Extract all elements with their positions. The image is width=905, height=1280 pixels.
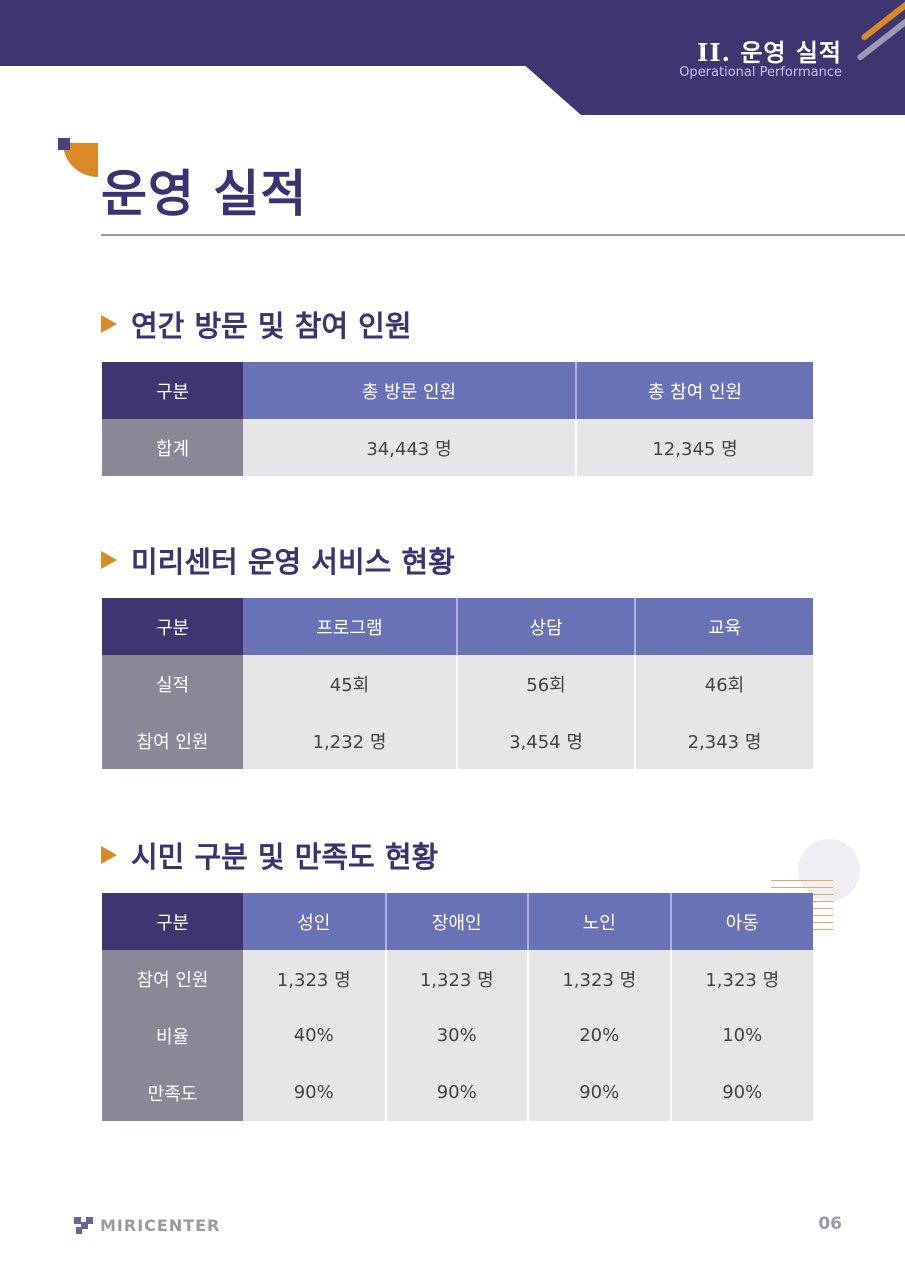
table-cell: 2,343 명 <box>635 712 813 769</box>
table-cell: 40% <box>243 1007 387 1064</box>
table-cell: 3,454 명 <box>457 712 636 769</box>
pixel-logo-icon <box>74 1215 94 1235</box>
header-cell: 프로그램 <box>243 598 458 655</box>
row-label: 합계 <box>102 419 243 476</box>
header-cell: 노인 <box>528 893 672 950</box>
section-title-text: 운영 실적 <box>740 39 842 67</box>
row-label: 참여 인원 <box>102 950 243 1007</box>
table-cell: 12,345 명 <box>576 419 813 476</box>
table-cell: 45회 <box>243 655 458 712</box>
header-cell: 총 방문 인원 <box>243 362 577 419</box>
row-label: 실적 <box>102 655 243 712</box>
title-divider <box>101 234 905 236</box>
table-row: 참여 인원 1,323 명 1,323 명 1,323 명 1,323 명 <box>102 950 813 1007</box>
header-cell: 교육 <box>635 598 813 655</box>
row-label: 만족도 <box>102 1064 243 1121</box>
table-cell: 56회 <box>457 655 636 712</box>
title-decoration-square-icon <box>58 138 70 150</box>
section-heading-services: 미리센터 운영 서비스 현황 <box>101 539 455 581</box>
table-cell: 90% <box>385 1064 529 1121</box>
header-cell: 구분 <box>102 598 243 655</box>
table-cell: 90% <box>528 1064 672 1121</box>
table-cell: 10% <box>670 1007 813 1064</box>
header-section-title: II. 운영 실적 <box>697 33 842 68</box>
citizen-satisfaction-table: 구분 성인 장애인 노인 아동 참여 인원 1,323 명 1,323 명 1,… <box>102 893 813 1121</box>
table-cell: 1,323 명 <box>243 950 387 1007</box>
table-cell: 34,443 명 <box>243 419 577 476</box>
section-title: 연간 방문 및 참여 인원 <box>131 309 412 343</box>
triangle-bullet-icon <box>101 846 117 864</box>
table-cell: 46회 <box>635 655 813 712</box>
table-header-row: 구분 프로그램 상담 교육 <box>102 598 813 655</box>
header-cell: 구분 <box>102 362 243 419</box>
footer-brand: MIRICENTER <box>100 1215 221 1235</box>
table-row: 실적 45회 56회 46회 <box>102 655 813 712</box>
table-cell: 1,323 명 <box>528 950 672 1007</box>
table-cell: 1,323 명 <box>385 950 529 1007</box>
triangle-bullet-icon <box>101 315 117 333</box>
table-cell: 1,323 명 <box>670 950 813 1007</box>
section-title: 미리센터 운영 서비스 현황 <box>131 545 455 579</box>
header-tab <box>525 0 905 115</box>
footer-logo: MIRICENTER <box>74 1215 220 1235</box>
table-cell: 30% <box>385 1007 529 1064</box>
row-label: 참여 인원 <box>102 712 243 769</box>
section-heading-citizen-satisfaction: 시민 구분 및 만족도 현황 <box>101 834 438 876</box>
page-title: 운영 실적 <box>101 165 308 223</box>
page-number: 06 <box>818 1214 842 1234</box>
section-title: 시민 구분 및 만족도 현황 <box>131 840 439 874</box>
services-table: 구분 프로그램 상담 교육 실적 45회 56회 46회 참여 인원 1,232… <box>102 598 813 769</box>
table-header-row: 구분 총 방문 인원 총 참여 인원 <box>102 362 813 419</box>
table-row: 참여 인원 1,232 명 3,454 명 2,343 명 <box>102 712 813 769</box>
table-cell: 90% <box>243 1064 387 1121</box>
header-cell: 상담 <box>457 598 636 655</box>
row-label: 비율 <box>102 1007 243 1064</box>
table-row: 만족도 90% 90% 90% 90% <box>102 1064 813 1121</box>
header-cell: 아동 <box>670 893 813 950</box>
table-row: 비율 40% 30% 20% 10% <box>102 1007 813 1064</box>
section-numeral: II. <box>697 38 731 67</box>
table-header-row: 구분 성인 장애인 노인 아동 <box>102 893 813 950</box>
table-cell: 1,232 명 <box>243 712 458 769</box>
table-row: 합계 34,443 명 12,345 명 <box>102 419 813 476</box>
annual-visits-table: 구분 총 방문 인원 총 참여 인원 합계 34,443 명 12,345 명 <box>102 362 813 476</box>
header-section-subtitle: Operational Performance <box>679 65 842 80</box>
header-cell: 총 참여 인원 <box>576 362 813 419</box>
section-heading-annual-visits: 연간 방문 및 참여 인원 <box>101 303 412 345</box>
header-cell: 장애인 <box>385 893 529 950</box>
triangle-bullet-icon <box>101 551 117 569</box>
table-cell: 20% <box>528 1007 672 1064</box>
header-cell: 성인 <box>243 893 387 950</box>
table-cell: 90% <box>670 1064 813 1121</box>
header-cell: 구분 <box>102 893 243 950</box>
decorative-circle <box>798 839 860 901</box>
